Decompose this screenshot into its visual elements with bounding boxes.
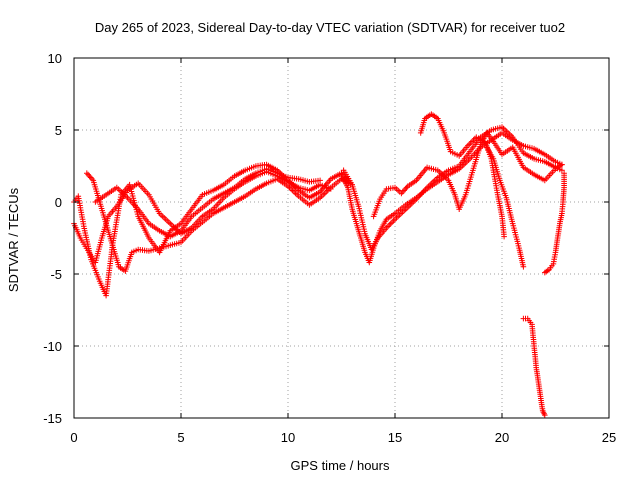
x-tick-label: 0	[70, 430, 77, 445]
x-tick-label: 25	[602, 430, 616, 445]
series-markers	[520, 315, 548, 418]
y-tick-label: -5	[50, 267, 62, 282]
series-track-10	[520, 315, 548, 418]
plot-frame	[73, 57, 610, 419]
y-tick-labels: -15 -10 -5 0 5 10	[43, 51, 62, 426]
series-markers	[84, 170, 355, 274]
series-track-7	[370, 130, 565, 220]
x-tick-label: 5	[177, 430, 184, 445]
series-track-3	[84, 170, 355, 274]
series-track-11	[542, 170, 567, 276]
y-tick-label: 10	[48, 51, 62, 66]
x-tick-label: 15	[388, 430, 402, 445]
series-track-9	[484, 144, 527, 270]
y-tick-label: -10	[43, 339, 62, 354]
series-track-8	[417, 111, 507, 240]
x-tick-labels: 0 5 10 15 20 25	[70, 430, 616, 445]
series-markers	[417, 111, 507, 240]
series-markers	[370, 130, 565, 220]
series-markers	[484, 144, 527, 270]
x-tick-label: 10	[281, 430, 295, 445]
chart-title: Day 265 of 2023, Sidereal Day-to-day VTE…	[95, 20, 565, 35]
series-markers	[542, 170, 567, 276]
y-tick-label: 5	[55, 123, 62, 138]
series-track-6	[340, 124, 565, 253]
x-axis-label: GPS time / hours	[291, 458, 390, 473]
y-tick-label: 0	[55, 195, 62, 210]
x-tick-label: 20	[495, 430, 509, 445]
series-markers	[92, 166, 323, 240]
grid-lines	[74, 58, 609, 418]
y-tick-label: -15	[43, 411, 62, 426]
data-points	[71, 111, 567, 418]
series-track-4	[92, 166, 323, 240]
y-axis-label: SDTVAR / TECUs	[6, 187, 21, 292]
series-markers	[340, 124, 565, 253]
